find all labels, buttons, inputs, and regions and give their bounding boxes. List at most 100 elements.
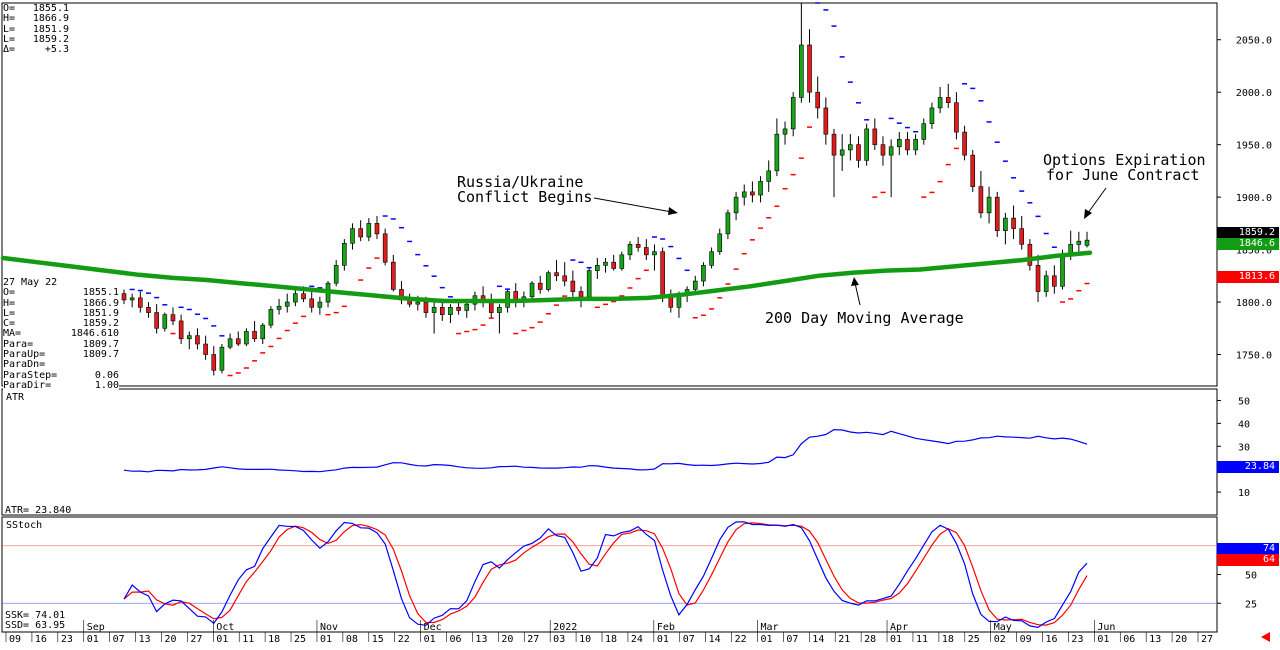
candle-up [219, 346, 225, 371]
candle-down [831, 133, 837, 156]
date-tick-label: 09 [9, 634, 21, 645]
annotation-ma-arrowhead [851, 277, 859, 286]
date-tick-label: 16 [35, 634, 47, 645]
sstoch-ssd-line [123, 522, 1088, 626]
date-tick-label: 20 [164, 634, 176, 645]
date-tick-label: 11 [916, 634, 928, 645]
candle-down [807, 44, 812, 93]
date-tick-label: 07 [113, 634, 125, 645]
candle-down [170, 314, 176, 322]
candle-down [203, 343, 208, 355]
candle-down [235, 338, 241, 345]
data-window-date: 27 May 22 [3, 277, 58, 288]
candle-down [954, 102, 959, 133]
date-tick-label: 13 [139, 634, 151, 645]
ssd-tag: 64 [1217, 554, 1279, 566]
candle-down [301, 293, 306, 300]
candle-up [790, 97, 796, 130]
atr-tick-label: 50 [1238, 396, 1250, 407]
candle-up [529, 282, 535, 298]
candle-up [244, 331, 249, 345]
sstoch-ssk-line [123, 521, 1088, 629]
candle-down [611, 261, 616, 269]
data-window-row: ParaStep= 0.06 [3, 369, 119, 381]
candle-up [799, 44, 804, 98]
candle-down [823, 107, 829, 135]
candle-down [374, 223, 380, 235]
candle-down [1011, 217, 1016, 229]
candle-up [464, 303, 470, 311]
date-tick-label: 01 [1097, 634, 1109, 645]
date-tick-label: 20 [501, 634, 513, 645]
candle-down [668, 296, 674, 308]
candle-down [905, 139, 910, 151]
candle-up [333, 265, 339, 284]
candle-up [268, 309, 274, 326]
date-tick-label: 18 [268, 634, 280, 645]
candle-up [186, 335, 192, 340]
month-label: Sep [87, 622, 105, 633]
date-tick-label: 27 [190, 634, 202, 645]
candle-up [937, 97, 943, 109]
candle-up [350, 228, 355, 244]
candle-up [284, 301, 290, 307]
candle-down [309, 298, 315, 308]
date-tick-label: 23 [61, 634, 73, 645]
date-tick-label: 01 [890, 634, 902, 645]
date-tick-label: 07 [683, 634, 695, 645]
candle-up [448, 307, 453, 315]
candle-up [652, 251, 657, 256]
data-window-row: O= 1855.1 [3, 287, 119, 299]
candle-down [815, 91, 820, 109]
price-tick-label: 1800.0 [1236, 298, 1272, 309]
date-tick-label: 01 [657, 634, 669, 645]
date-tick-label: 01 [760, 634, 772, 645]
data-window-row: L= 1851.9 [3, 307, 119, 319]
candle-up [627, 244, 633, 256]
sstoch-ssd-label: SSD= 63.95 [5, 620, 65, 631]
candle-up [774, 133, 780, 172]
candle-down [750, 191, 755, 196]
date-tick-label: 08 [346, 634, 358, 645]
candle-up [864, 128, 869, 161]
date-tick-label: 01 [216, 634, 228, 645]
candle-down [154, 312, 159, 329]
date-tick-label: 13 [475, 634, 487, 645]
atr-value-label: ATR= 23.840 [5, 505, 71, 516]
candle-down [488, 301, 494, 313]
month-label: May [994, 622, 1012, 633]
candle-down [1019, 228, 1025, 245]
date-tick-label: 22 [735, 634, 747, 645]
price-tick-label: 1750.0 [1236, 351, 1272, 362]
month-label: Nov [320, 622, 338, 633]
candle-down [554, 272, 559, 277]
candle-down [578, 291, 584, 298]
annotation-options-line2: for June Contract [1046, 166, 1200, 184]
price-tick-label: 1850.0 [1236, 246, 1272, 257]
candle-down [856, 144, 861, 161]
date-tick-label: 07 [786, 634, 798, 645]
candle-down [456, 307, 461, 311]
sstoch-tick-label: 50 [1245, 571, 1257, 582]
date-tick-label: 23 [1071, 634, 1083, 645]
month-label: Oct [216, 622, 234, 633]
candle-down [570, 280, 576, 292]
month-label: Apr [890, 622, 908, 633]
candle-up [619, 254, 625, 269]
candle-up [366, 223, 372, 238]
ma-price-tag: 1846.6 [1217, 238, 1279, 250]
candle-down [1052, 275, 1057, 287]
data-window-row: H= 1866.9 [3, 297, 119, 309]
date-tick-label: 28 [864, 634, 876, 645]
date-tick-label: 22 [398, 634, 410, 645]
candle-down [121, 293, 127, 301]
sstoch-panel-frame [1, 516, 1218, 633]
candle-up [1084, 239, 1090, 246]
last-price-tag: 1859.2 [1217, 227, 1279, 239]
candle-up [317, 301, 323, 308]
date-tick-label: 09 [1020, 634, 1032, 645]
date-tick-label: 10 [579, 634, 591, 645]
candle-down [423, 301, 429, 313]
candle-up [839, 149, 845, 156]
date-tick-label: 01 [320, 634, 332, 645]
